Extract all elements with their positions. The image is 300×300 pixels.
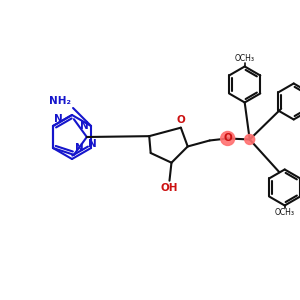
Text: N: N (75, 143, 84, 153)
Text: O: O (176, 115, 185, 125)
Text: OCH₃: OCH₃ (275, 208, 295, 217)
Text: NH₂: NH₂ (49, 96, 71, 106)
Text: N: N (88, 139, 97, 149)
Text: OH: OH (161, 183, 178, 193)
Text: N: N (54, 114, 63, 124)
Circle shape (245, 134, 255, 145)
Text: OCH₃: OCH₃ (235, 55, 255, 64)
Text: N: N (80, 121, 89, 131)
Circle shape (221, 131, 235, 146)
Text: O: O (223, 134, 232, 143)
